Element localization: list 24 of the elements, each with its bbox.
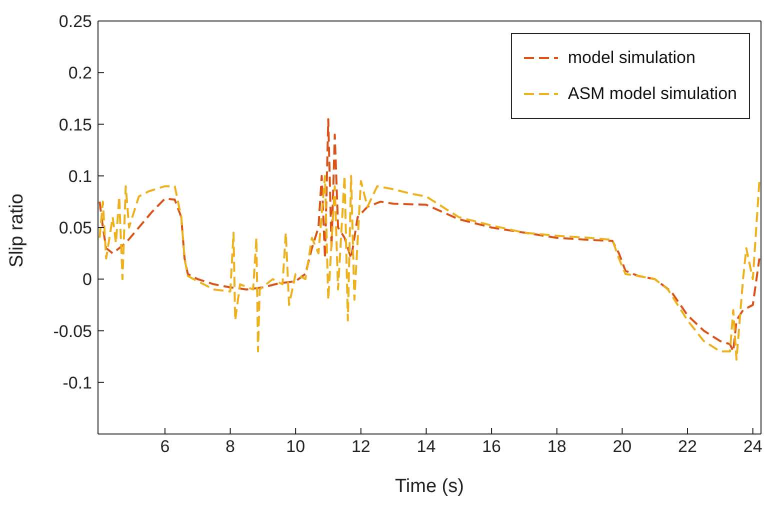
legend-label: ASM model simulation — [568, 84, 737, 104]
x-tick-label: 24 — [743, 437, 762, 456]
y-tick-label: -0.1 — [62, 373, 92, 392]
x-tick-label: 12 — [351, 437, 370, 456]
line-series — [98, 118, 760, 352]
y-axis-title: Slip ratio — [6, 194, 28, 268]
y-tick-label: -0.05 — [53, 322, 92, 341]
y-tick-label: 0.25 — [58, 12, 92, 32]
x-tick-label: 6 — [160, 437, 170, 456]
line-series — [98, 174, 760, 361]
y-tick-label: 0.05 — [58, 218, 92, 238]
x-tick-label: 22 — [678, 437, 697, 456]
x-tick-label: 18 — [547, 437, 566, 456]
x-tick-label: 8 — [226, 437, 236, 456]
y-tick-label: 0.2 — [68, 64, 92, 83]
x-tick-label: 14 — [416, 437, 436, 456]
y-tick-label: 0.15 — [58, 115, 92, 134]
y-tick-label: 0 — [82, 270, 92, 290]
x-tick-label: 16 — [482, 437, 502, 456]
y-tick-label: 0.1 — [68, 166, 92, 186]
x-tick-label: 20 — [612, 437, 632, 456]
x-axis-title: Time (s) — [395, 476, 464, 497]
legend-label: model simulation — [568, 48, 696, 68]
x-tick-label: 10 — [286, 437, 306, 456]
